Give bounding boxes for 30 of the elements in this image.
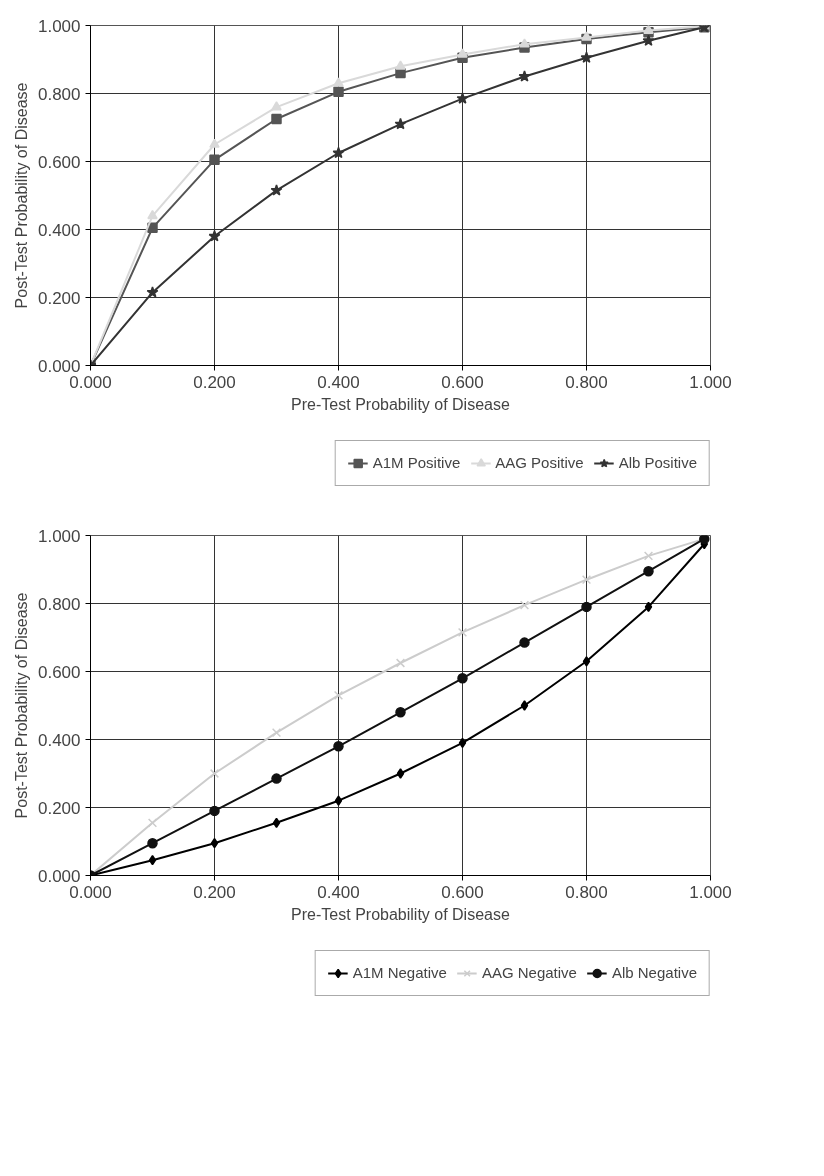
x-tick-label: 0.400	[317, 372, 360, 392]
y-tick-label: 0.400	[37, 730, 81, 750]
x-tick-label: 0.600	[441, 882, 484, 902]
x-tick-label: 0.800	[565, 372, 608, 392]
x-axis-title: Pre-Test Probability of Disease	[291, 905, 510, 923]
legend-label: A1M Negative	[352, 964, 447, 981]
legend-label: A1M Positive	[372, 454, 461, 471]
y-tick-label: 1.000	[37, 16, 81, 36]
y-tick-label: 0.600	[37, 662, 81, 682]
x-tick-label: 0.400	[317, 882, 360, 902]
y-tick-label: 0.800	[37, 594, 81, 614]
y-tick-label: 0.200	[37, 798, 81, 818]
legend-label: Alb Negative	[611, 964, 697, 981]
y-tick-label: 0.800	[37, 84, 81, 104]
legend-label: AAG Positive	[495, 454, 584, 471]
x-tick-label: 1.000	[689, 882, 732, 902]
y-tick-label: 0.200	[37, 288, 81, 308]
y-axis-title: Post-Test Probability of Disease	[12, 82, 30, 309]
legend-label: Alb Positive	[618, 454, 697, 471]
x-tick-label: 0.800	[565, 882, 608, 902]
x-tick-label: 0.600	[441, 372, 484, 392]
x-tick-label: 0.200	[193, 882, 236, 902]
x-axis-title: Pre-Test Probability of Disease	[291, 395, 510, 413]
y-tick-label: 0.600	[37, 152, 81, 172]
y-tick-label: 0.400	[37, 220, 81, 240]
x-tick-label: 1.000	[689, 372, 732, 392]
y-tick-label: 1.000	[37, 526, 81, 546]
legend-label: AAG Negative	[481, 964, 577, 981]
x-tick-label: 0.200	[193, 372, 236, 392]
y-axis-title: Post-Test Probability of Disease	[12, 592, 30, 819]
